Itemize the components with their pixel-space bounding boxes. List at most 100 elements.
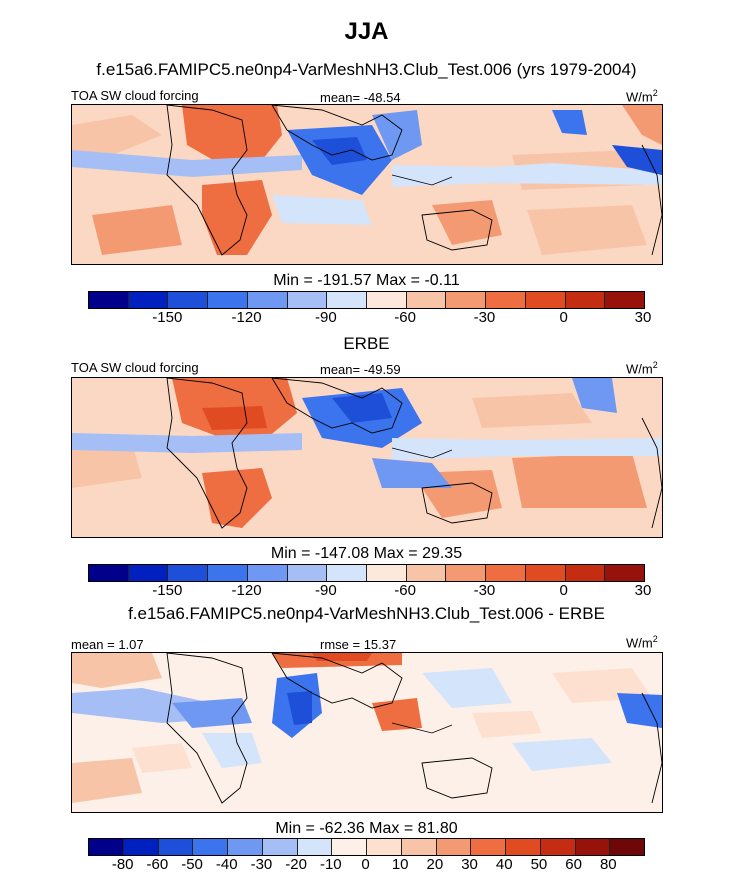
colorbar-box [247, 292, 288, 308]
panel-1-title: f.e15a6.FAMIPC5.ne0np4-VarMeshNH3.Club_T… [96, 60, 637, 79]
colorbar-box [471, 839, 506, 855]
colorbar-box [486, 292, 526, 308]
colorbar-tick-label: -20 [285, 856, 307, 873]
panel-3-map [71, 652, 663, 813]
colorbar-box [168, 565, 209, 581]
colorbar-box [247, 565, 288, 581]
colorbar-tick-label: -30 [473, 309, 496, 326]
colorbar-box [446, 565, 487, 581]
panel-1-left-label: TOA SW cloud forcing [71, 88, 199, 103]
colorbar-tick-label: 0 [361, 856, 370, 873]
colorbar-box [287, 292, 328, 308]
colorbar-tick-label: 40 [495, 856, 513, 873]
colorbar-tick-label: -30 [250, 856, 273, 873]
colorbar-box [208, 292, 248, 308]
colorbar-box [525, 292, 566, 308]
colorbar-tick-label: 20 [426, 856, 444, 873]
panel-1-minmax: Min = -191.57 Max = -0.11 [273, 272, 460, 289]
colorbar-box [128, 565, 169, 581]
colorbar-box [332, 839, 367, 855]
colorbar-box [327, 565, 368, 581]
colorbar-box [565, 565, 606, 581]
colorbar-box [128, 292, 169, 308]
colorbar-tick-label: -90 [315, 309, 337, 326]
colorbar-box [436, 839, 472, 855]
figure-title: JJA [344, 18, 389, 45]
panel-3-mean-label: mean = 1.07 [71, 637, 144, 652]
colorbar-box [367, 565, 407, 581]
colorbar-tick-label: 30 [634, 309, 652, 326]
colorbar-tick-label: -30 [473, 582, 496, 599]
colorbar-tick-label: 30 [461, 856, 478, 873]
colorbar-box [193, 839, 228, 855]
panel-1-colorbar [88, 291, 645, 309]
colorbar-box [540, 839, 576, 855]
colorbar-tick-label: -80 [111, 856, 134, 873]
colorbar-tick-label: -90 [315, 582, 337, 599]
colorbar-box [401, 839, 437, 855]
colorbar-box [287, 565, 328, 581]
colorbar-box [89, 565, 129, 581]
colorbar-box [367, 839, 402, 855]
panel-3-colorbar [88, 838, 645, 856]
colorbar-box [158, 839, 194, 855]
colorbar-box [327, 292, 368, 308]
colorbar-tick-label: 0 [559, 582, 568, 599]
panel-2-map [71, 377, 663, 538]
colorbar-tick-label: -150 [152, 582, 183, 599]
colorbar-box [89, 292, 129, 308]
colorbar-tick-label: -40 [215, 856, 238, 873]
colorbar-box [297, 839, 333, 855]
colorbar-box [367, 292, 407, 308]
colorbar-box [610, 839, 644, 855]
colorbar-box [168, 292, 209, 308]
panel-2-title: ERBE [343, 334, 390, 353]
colorbar-tick-label: 0 [559, 309, 568, 326]
colorbar-tick-label: 80 [599, 856, 617, 873]
colorbar-tick-label: -120 [231, 582, 262, 599]
panel-3-rmse-label: rmse = 15.37 [320, 637, 397, 652]
colorbar-tick-label: -120 [231, 309, 262, 326]
panel-2-units: W/m2 [626, 360, 658, 377]
colorbar-box [525, 565, 566, 581]
colorbar-tick-label: 10 [391, 856, 409, 873]
colorbar-box [605, 292, 645, 308]
panel-3-units: W/m2 [626, 634, 658, 651]
panel-1-mean-label: mean= -48.54 [320, 90, 401, 105]
colorbar-tick-label: -150 [152, 309, 183, 326]
colorbar-box [506, 839, 541, 855]
panel-1-units: W/m2 [626, 88, 658, 105]
colorbar-tick-label: -10 [319, 856, 342, 873]
colorbar-box [89, 839, 124, 855]
panel-3-map-field [72, 653, 662, 812]
colorbar-tick-label: 60 [565, 856, 582, 873]
colorbar-box [228, 839, 263, 855]
colorbar-box [406, 292, 447, 308]
colorbar-box [446, 292, 487, 308]
panel-3-minmax: Min = -62.36 Max = 81.80 [275, 820, 458, 837]
panel-2-left-label: TOA SW cloud forcing [71, 360, 199, 375]
colorbar-box [486, 565, 526, 581]
panel-2-minmax: Min = -147.08 Max = 29.35 [270, 545, 463, 562]
panel-2-colorbar [88, 564, 645, 582]
colorbar-tick-label: -60 [394, 309, 416, 326]
colorbar-tick-label: -60 [146, 856, 169, 873]
panel-1-colorbar-ticks: -150 -120 -90 -60 -30 0 30 [88, 309, 651, 327]
colorbar-box [208, 565, 248, 581]
panel-2-colorbar-ticks: -150 -120 -90 -60 -30 0 30 [88, 582, 651, 600]
colorbar-tick-label: -60 [394, 582, 416, 599]
panel-1-map-field [72, 105, 662, 264]
colorbar-box [123, 839, 159, 855]
colorbar-tick-label: 50 [530, 856, 548, 873]
panel-3-colorbar-ticks: -80 -60 -50 -40 -30 -20 -10 0 10 20 30 40 50 60 80 [88, 856, 643, 874]
panel-2-mean-label: mean= -49.59 [320, 362, 401, 377]
colorbar-box [262, 839, 298, 855]
colorbar-box [565, 292, 606, 308]
panel-3-title: f.e15a6.FAMIPC5.ne0np4-VarMeshNH3.Club_T… [128, 604, 605, 623]
colorbar-box [575, 839, 611, 855]
colorbar-box [406, 565, 447, 581]
colorbar-tick-label: -50 [181, 856, 203, 873]
panel-1-map [71, 104, 663, 265]
colorbar-tick-label: 30 [634, 582, 652, 599]
colorbar-box [605, 565, 645, 581]
